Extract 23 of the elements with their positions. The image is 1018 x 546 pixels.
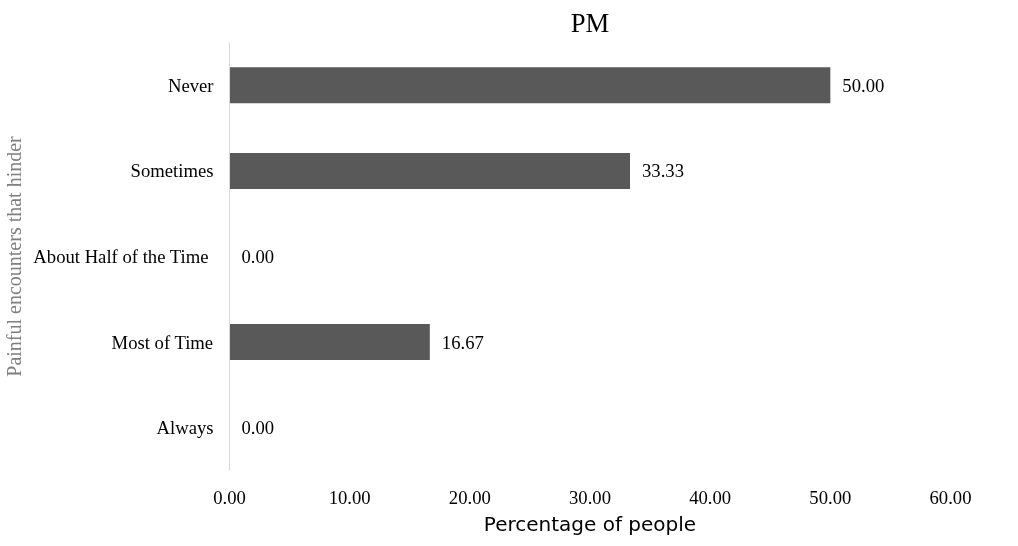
data-label: 16.67	[441, 331, 484, 353]
x-axis-title: Percentage of people	[483, 511, 697, 536]
bar	[229, 324, 430, 361]
x-tick-label: 10.00	[328, 486, 371, 508]
x-tick-label: 60.00	[929, 486, 972, 508]
data-label: 0.00	[241, 246, 275, 267]
x-tick-label: 20.00	[448, 486, 491, 508]
data-label: 50.00	[842, 74, 885, 96]
x-tick-label: 30.00	[569, 486, 611, 508]
y-tick-label: Never	[167, 74, 215, 96]
y-axis-title: Painful encounters that hinder	[3, 135, 26, 377]
x-tick-label: 40.00	[689, 486, 732, 508]
y-tick-label: About Half of the Time	[33, 246, 209, 267]
bar	[229, 67, 831, 104]
data-label: 33.33	[642, 160, 684, 182]
data-label: 0.00	[241, 417, 275, 439]
y-tick-label: Most of Time	[111, 331, 214, 353]
y-tick-label: Sometimes	[130, 160, 214, 182]
bar	[229, 152, 631, 189]
chart-title: PM	[570, 7, 610, 38]
x-tick-label: 0.00	[213, 486, 246, 508]
x-tick-label: 50.00	[809, 486, 852, 508]
y-tick-label: Always	[156, 417, 214, 439]
